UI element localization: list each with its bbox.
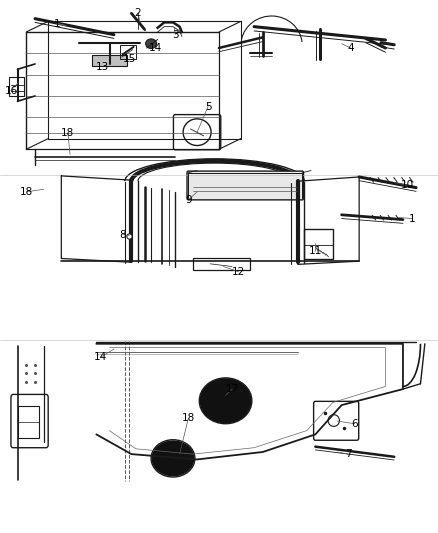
Text: 16: 16: [4, 86, 18, 95]
Text: 4: 4: [347, 43, 354, 53]
FancyBboxPatch shape: [187, 171, 304, 200]
Text: 13: 13: [96, 62, 110, 71]
Ellipse shape: [200, 379, 251, 423]
Ellipse shape: [152, 441, 194, 475]
Text: 2: 2: [134, 9, 141, 18]
Text: 15: 15: [123, 54, 136, 63]
Text: 5: 5: [205, 102, 212, 111]
Bar: [193, 258, 250, 270]
Text: 18: 18: [20, 187, 33, 197]
Text: 11: 11: [309, 246, 322, 255]
Text: 14: 14: [94, 352, 107, 362]
Bar: [92, 55, 127, 66]
Text: 1: 1: [53, 19, 60, 29]
Ellipse shape: [145, 39, 156, 49]
Bar: [304, 229, 333, 259]
Text: 6: 6: [351, 419, 358, 429]
Text: 1: 1: [408, 214, 415, 223]
Text: 14: 14: [149, 43, 162, 53]
Text: 18: 18: [182, 414, 195, 423]
Text: 10: 10: [401, 181, 414, 190]
Text: 7: 7: [345, 449, 352, 459]
Text: 8: 8: [119, 230, 126, 239]
Text: 18: 18: [61, 128, 74, 138]
Bar: [18, 406, 39, 438]
Bar: [9, 77, 24, 96]
Text: 9: 9: [185, 195, 192, 205]
Text: 17: 17: [226, 384, 239, 394]
Text: 12: 12: [232, 267, 245, 277]
Text: 3: 3: [172, 30, 179, 39]
Bar: [120, 45, 136, 59]
